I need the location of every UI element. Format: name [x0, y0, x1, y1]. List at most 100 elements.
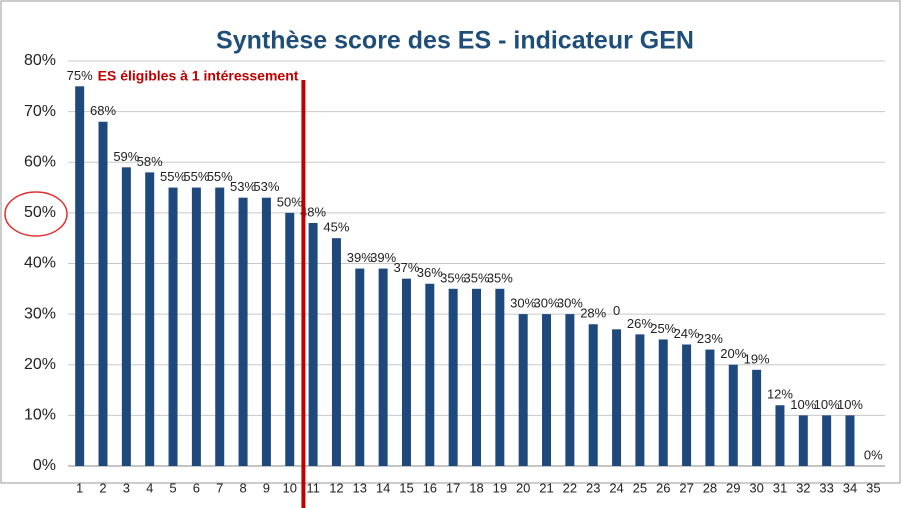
bar: [261, 197, 271, 466]
value-label: 23%: [697, 331, 723, 346]
value-label: 25%: [650, 321, 676, 336]
bar: [565, 314, 575, 466]
value-label: 37%: [393, 260, 419, 275]
x-tick-label: 31: [773, 480, 787, 495]
x-tick-label: 7: [216, 480, 223, 495]
x-tick-label: 6: [193, 480, 200, 495]
x-tick-label: 18: [469, 480, 483, 495]
bar: [355, 268, 365, 466]
value-label: 55%: [207, 169, 233, 184]
x-tick-label: 1: [76, 480, 83, 495]
x-tick-label: 10: [283, 480, 297, 495]
x-tick-label: 20: [516, 480, 530, 495]
bar: [682, 344, 692, 466]
x-tick-label: 32: [796, 480, 810, 495]
x-tick-label: 19: [493, 480, 507, 495]
value-label: 36%: [417, 265, 443, 280]
value-label: 0%: [864, 447, 883, 462]
y-tick-label: 40%: [24, 255, 56, 272]
x-tick-label: 3: [123, 480, 130, 495]
y-tick-label: 70%: [24, 103, 56, 120]
value-label: 35%: [487, 270, 513, 285]
value-label: 20%: [720, 346, 746, 361]
value-label: 59%: [113, 149, 139, 164]
x-tick-label: 25: [633, 480, 647, 495]
x-tick-label: 33: [819, 480, 833, 495]
x-tick-label: 27: [679, 480, 693, 495]
x-tick-label: 15: [399, 480, 413, 495]
value-label: 68%: [90, 103, 116, 118]
y-tick-label: 80%: [24, 52, 56, 69]
value-label: 35%: [440, 270, 466, 285]
bar: [752, 369, 762, 466]
value-label: 58%: [137, 154, 163, 169]
x-tick-label: 5: [169, 480, 176, 495]
bar: [238, 197, 248, 466]
x-tick-label: 13: [353, 480, 367, 495]
y-tick-label: 0%: [33, 457, 56, 474]
bar: [378, 268, 388, 466]
value-label: 55%: [160, 169, 186, 184]
value-label: 10%: [837, 397, 863, 412]
value-label: 45%: [323, 220, 349, 235]
bar: [331, 238, 341, 466]
value-label: 35%: [463, 270, 489, 285]
x-tick-label: 34: [843, 480, 857, 495]
threshold-label: ES éligibles à 1 intéressement: [98, 68, 299, 84]
bar: [215, 187, 225, 466]
x-tick-label: 12: [329, 480, 343, 495]
value-label: 10%: [814, 397, 840, 412]
bar: [728, 364, 738, 466]
x-tick-label: 8: [239, 480, 246, 495]
bar: [191, 187, 201, 466]
x-tick-label: 14: [376, 480, 390, 495]
x-tick-label: 2: [99, 480, 106, 495]
bar: [798, 415, 808, 466]
x-tick-label: 24: [609, 480, 623, 495]
value-label: 75%: [67, 68, 93, 83]
bar: [542, 314, 552, 466]
value-label: 39%: [347, 250, 373, 265]
bar: [658, 339, 668, 466]
x-tick-label: 26: [656, 480, 670, 495]
x-tick-label: 4: [146, 480, 153, 495]
bar: [285, 212, 295, 466]
bar: [822, 415, 832, 466]
y-tick-label: 60%: [24, 153, 56, 170]
value-label: 30%: [557, 296, 583, 311]
bar: [472, 288, 481, 466]
bar: [121, 167, 131, 466]
bar: [308, 223, 318, 466]
bar: [588, 324, 598, 466]
x-tick-label: 29: [726, 480, 740, 495]
value-label: 24%: [674, 326, 700, 341]
bar: [635, 334, 645, 466]
x-tick-label: 9: [263, 480, 270, 495]
y-tick-label: 50%: [24, 204, 56, 221]
value-label: 26%: [627, 316, 653, 331]
value-label: 10%: [790, 397, 816, 412]
y-tick-label: 10%: [24, 407, 56, 424]
bar: [495, 288, 505, 466]
value-label: 50%: [277, 194, 303, 209]
bar: [448, 288, 458, 466]
bar: [425, 283, 435, 466]
value-label: 53%: [253, 179, 279, 194]
chart-title: Synthèse score des ES - indicateur GEN: [216, 27, 694, 55]
y-tick-label: 20%: [24, 356, 56, 373]
bar: [775, 405, 785, 466]
x-tick-label: 16: [423, 480, 437, 495]
value-label: 55%: [183, 169, 209, 184]
bar: [845, 415, 855, 466]
y-tick-label: 30%: [24, 305, 56, 322]
bar: [705, 349, 715, 466]
x-tick-label: 23: [586, 480, 600, 495]
x-tick-label: 35: [866, 480, 880, 495]
x-tick-label: 30: [749, 480, 763, 495]
value-label: 53%: [230, 179, 256, 194]
value-label: 28%: [580, 306, 606, 321]
bar: [98, 121, 108, 466]
bar: [145, 172, 155, 466]
bar: [518, 314, 528, 466]
